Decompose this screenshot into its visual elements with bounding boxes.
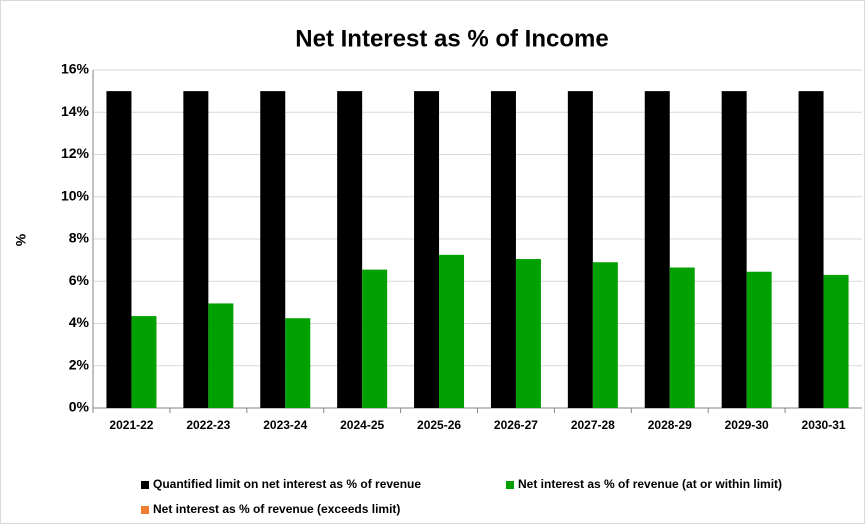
x-tick-label: 2026-27 bbox=[494, 418, 538, 432]
bar bbox=[644, 91, 670, 408]
x-tick-label: 2028-29 bbox=[648, 418, 692, 432]
bar bbox=[337, 91, 363, 408]
bar bbox=[721, 91, 747, 408]
legend-swatch bbox=[141, 506, 149, 514]
x-tick-label: 2025-26 bbox=[417, 418, 461, 432]
bar bbox=[592, 262, 618, 408]
bar bbox=[567, 91, 593, 408]
legend-swatch bbox=[141, 481, 149, 489]
y-tick-label: 12% bbox=[61, 145, 90, 161]
x-tick-label: 2023-24 bbox=[263, 418, 307, 432]
y-tick-label: 14% bbox=[61, 103, 90, 119]
y-tick-label: 8% bbox=[69, 230, 90, 246]
y-tick-label: 16% bbox=[61, 61, 90, 77]
x-tick-label: 2030-31 bbox=[802, 418, 846, 432]
chart-title: Net Interest as % of Income bbox=[295, 25, 608, 52]
y-tick-label: 0% bbox=[69, 399, 90, 415]
y-axis-label: % bbox=[13, 233, 29, 246]
y-tick-label: 6% bbox=[69, 272, 90, 288]
bar bbox=[131, 316, 157, 408]
bar bbox=[746, 271, 772, 408]
bar bbox=[439, 254, 465, 408]
x-tick-label: 2021-22 bbox=[109, 418, 153, 432]
bar bbox=[490, 91, 516, 408]
bar bbox=[183, 91, 209, 408]
y-tick-label: 4% bbox=[69, 314, 90, 330]
x-tick-label: 2024-25 bbox=[340, 418, 384, 432]
x-tick-label: 2022-23 bbox=[186, 418, 230, 432]
y-tick-label: 2% bbox=[69, 356, 90, 372]
bar bbox=[414, 91, 440, 408]
bar bbox=[208, 303, 234, 408]
x-tick-label: 2027-28 bbox=[571, 418, 615, 432]
y-tick-label: 10% bbox=[61, 187, 90, 203]
x-tick-label: 2029-30 bbox=[725, 418, 769, 432]
bar bbox=[285, 318, 311, 408]
bar bbox=[260, 91, 286, 408]
legend-label: Quantified limit on net interest as % of… bbox=[153, 477, 421, 491]
bar bbox=[362, 269, 388, 408]
legend-label: Net interest as % of revenue (at or with… bbox=[518, 477, 782, 491]
bar bbox=[798, 91, 824, 408]
bar bbox=[515, 259, 541, 408]
legend-label: Net interest as % of revenue (exceeds li… bbox=[153, 502, 400, 516]
bar bbox=[106, 91, 132, 408]
legend-swatch bbox=[506, 481, 514, 489]
bar bbox=[823, 274, 849, 408]
bar bbox=[669, 267, 695, 408]
